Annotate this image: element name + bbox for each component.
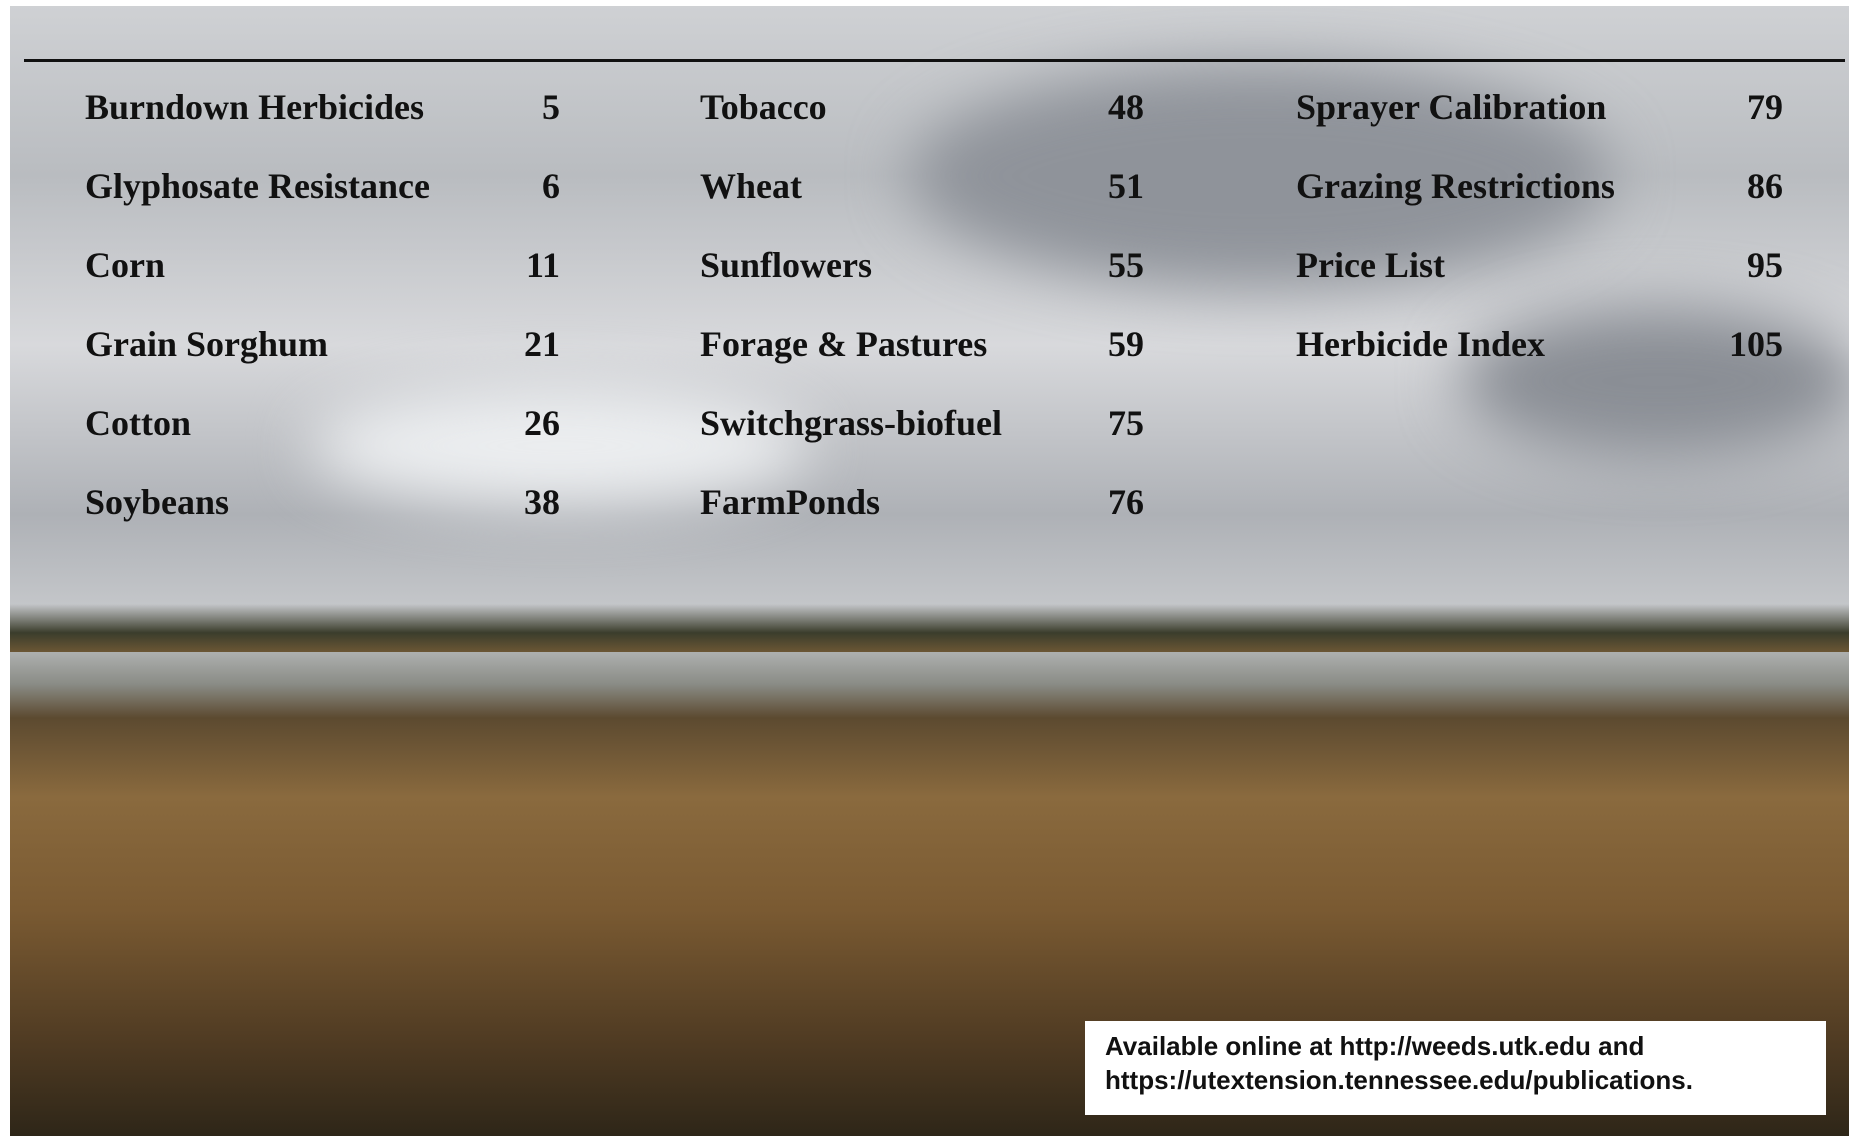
entry-label: Tobacco: [700, 87, 827, 127]
entry-page: 6: [440, 166, 560, 206]
entry-page: 51: [1024, 166, 1144, 206]
entry-page: 21: [440, 324, 560, 364]
header-rule: [24, 59, 1845, 62]
entry-page: 75: [1024, 403, 1144, 443]
entry-page: 11: [440, 245, 560, 285]
entry-label: Switchgrass-biofuel: [700, 403, 1002, 443]
entry-label: Price List: [1296, 245, 1445, 285]
entry-label: Grazing Restrictions: [1296, 166, 1615, 206]
entry-page: 38: [440, 482, 560, 522]
footer-line: https://utextension.tennessee.edu/public…: [1105, 1063, 1806, 1097]
entry-label: Glyphosate Resistance: [85, 166, 430, 206]
footer-line: Available online at http://weeds.utk.edu…: [1105, 1029, 1806, 1063]
entry-page: 95: [1663, 245, 1783, 285]
entry-page: 48: [1024, 87, 1144, 127]
entry-label: Burndown Herbicides: [85, 87, 424, 127]
entry-label: Wheat: [700, 166, 802, 206]
entry-label: Corn: [85, 245, 165, 285]
entry-label: Herbicide Index: [1296, 324, 1545, 364]
entry-page: 55: [1024, 245, 1144, 285]
footer-box: Available online at http://weeds.utk.edu…: [1085, 1021, 1826, 1115]
entry-label: Sprayer Calibration: [1296, 87, 1606, 127]
entry-page: 5: [440, 87, 560, 127]
entry-page: 105: [1663, 324, 1783, 364]
entry-label: Forage & Pastures: [700, 324, 987, 364]
entry-label: Sunflowers: [700, 245, 872, 285]
entry-label: FarmPonds: [700, 482, 880, 522]
entry-page: 86: [1663, 166, 1783, 206]
entry-page: 59: [1024, 324, 1144, 364]
entry-page: 76: [1024, 482, 1144, 522]
entry-page: 26: [440, 403, 560, 443]
entry-label: Cotton: [85, 403, 191, 443]
page: Burndown Herbicides 5Glyphosate Resistanc…: [0, 0, 1849, 1136]
entry-label: Soybeans: [85, 482, 229, 522]
entry-page: 79: [1663, 87, 1783, 127]
tree-line: [10, 604, 1849, 652]
entry-label: Grain Sorghum: [85, 324, 328, 364]
